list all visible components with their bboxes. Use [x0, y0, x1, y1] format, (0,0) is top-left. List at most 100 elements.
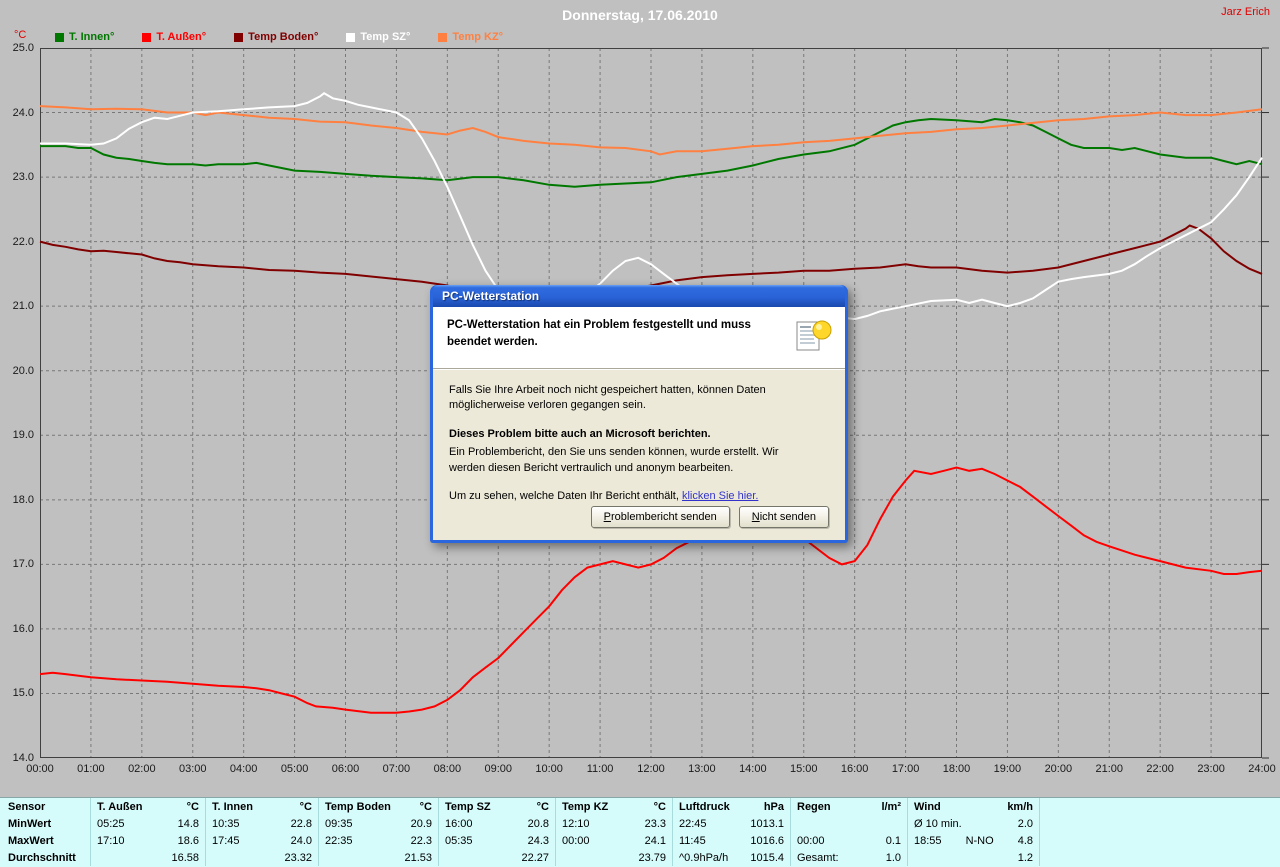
x-tick-label: 21:00: [1095, 763, 1124, 775]
footer-cell-value: 22.8: [290, 817, 312, 830]
footer-cell-value: 20.9: [410, 817, 432, 830]
footer-cell-time: Gesamt:: [797, 851, 839, 864]
dialog-header: PC-Wetterstation hat ein Problem festges…: [433, 307, 845, 368]
footer-sensor-name: Wind: [914, 800, 941, 813]
footer-cell-value: 24.3: [527, 834, 549, 847]
click-here-link[interactable]: klicken Sie hier.: [681, 489, 759, 502]
footer-sensor-name: T. Innen: [212, 800, 253, 813]
footer-sensor-unit: °C: [536, 800, 549, 813]
y-tick-label: 17.0: [12, 558, 34, 571]
footer-filler: [1039, 798, 1280, 815]
footer-cell-time: ^0.9hPa/h: [679, 851, 729, 864]
x-tick-label: 08:00: [433, 763, 462, 775]
x-tick-label: 23:00: [1197, 763, 1225, 775]
footer-cell: 09:35 20.9: [318, 815, 438, 832]
footer-cell-time: 05:35: [445, 834, 473, 847]
x-tick-label: 16:00: [840, 763, 869, 775]
y-tick-label: 22.0: [12, 235, 34, 248]
footer-cell: Gesamt: 1.0: [790, 849, 907, 866]
y-tick-label: 21.0: [12, 300, 34, 313]
x-tick-label: 19:00: [993, 763, 1022, 775]
footer-row-label: Durchschnitt: [8, 851, 76, 864]
footer-cell-value: 21.53: [404, 851, 432, 864]
footer-cell-time: 22:35: [325, 834, 353, 847]
footer-cell-value: 24.1: [644, 834, 666, 847]
footer-filler: [1039, 815, 1280, 832]
dialog-titlebar[interactable]: PC-Wetterstation: [433, 285, 845, 307]
footer-cell-time: 17:10: [97, 834, 125, 847]
x-tick-label: 02:00: [128, 763, 156, 775]
footer-sensor-unit: hPa: [763, 800, 784, 813]
footer-sensor-header: Temp Boden °C: [318, 798, 438, 815]
footer-cell-value: 14.8: [177, 817, 199, 830]
footer-cell: [790, 815, 907, 832]
x-tick-label: 09:00: [484, 763, 513, 775]
send-report-button[interactable]: Problembericht senden: [590, 506, 730, 528]
footer-sensor-name: T. Außen: [97, 800, 143, 813]
footer-sensor-unit: l/m²: [881, 800, 901, 813]
footer-cell: Ø 10 min. 2.0: [907, 815, 1039, 832]
footer-cell: 23.32: [205, 849, 318, 866]
footer-cell-time: 16:00: [445, 817, 473, 830]
dialog-text-3: Ein Problembericht, den Sie uns senden k…: [449, 446, 779, 474]
footer-sensor-unit: °C: [419, 800, 432, 813]
footer-cell-time: 22:45: [679, 817, 707, 830]
dialog-text-2: Dieses Problem bitte auch an Microsoft b…: [449, 427, 711, 440]
series-line-temp-sz: [40, 91, 1263, 321]
footer-sensor-name: Temp SZ: [445, 800, 491, 813]
footer-cell: 12:10 23.3: [555, 815, 672, 832]
footer-cell: ^0.9hPa/h 1015.4: [672, 849, 790, 866]
footer-row-label: MinWert: [8, 817, 52, 830]
legend-items: T. Innen° T. Außen° Temp Boden° Temp SZ° Tem…: [55, 31, 503, 43]
x-tick-label: 24:00: [1248, 763, 1276, 775]
dialog-separator: [433, 368, 845, 370]
user-name: Jarz Erich: [1221, 6, 1270, 18]
footer-sensor-header: T. Außen °C: [90, 798, 205, 815]
x-tick-label: 07:00: [382, 763, 411, 775]
footer-cell: 22:45 1013.1: [672, 815, 790, 832]
title-bar: Donnerstag, 17.06.2010 Jarz Erich: [0, 0, 1280, 28]
footer-cell-value: 18.6: [177, 834, 199, 847]
y-tick-label: 20.0: [12, 364, 34, 377]
footer-cell-value: 22.27: [521, 851, 549, 864]
x-tick-label: 01:00: [77, 763, 105, 775]
footer-cell: 16:00 20.8: [438, 815, 555, 832]
legend-label: T. Außen°: [156, 31, 207, 43]
dialog-body: PC-Wetterstation hat ein Problem festges…: [433, 307, 845, 540]
x-tick-label: 17:00: [891, 763, 920, 775]
footer-cell-value: 20.8: [527, 817, 549, 830]
footer-cell: 00:00 24.1: [555, 832, 672, 849]
legend-item: Temp KZ°: [438, 31, 503, 43]
dont-send-button[interactable]: Nicht senden: [738, 506, 829, 528]
footer-cell-value: 23.79: [638, 851, 666, 864]
footer-cell-value: 23.3: [644, 817, 666, 830]
footer-cell: 21.53: [318, 849, 438, 866]
y-tick-label: 24.0: [12, 106, 34, 119]
statistics-footer: Sensor T. Außen °C T. Innen °C Temp Boden °C Te…: [0, 797, 1280, 867]
footer-cell: 22.27: [438, 849, 555, 866]
footer-cell-time: 18:55: [914, 834, 942, 847]
series-line-t-au-en: [39, 466, 1263, 714]
date-title: Donnerstag, 17.06.2010: [562, 7, 718, 23]
legend-item: Temp SZ°: [346, 31, 410, 43]
dialog-text-4-prefix: Um zu sehen, welche Daten Ihr Bericht en…: [449, 489, 679, 502]
footer-cell: 05:25 14.8: [90, 815, 205, 832]
legend-swatch-icon: [234, 32, 244, 42]
footer-cell-time: 12:10: [562, 817, 590, 830]
x-tick-label: 13:00: [688, 763, 716, 775]
dialog-buttons: Problembericht senden Nicht senden: [449, 506, 829, 528]
footer-cell-time: 00:00: [562, 834, 590, 847]
footer-cell: 17:10 18.6: [90, 832, 205, 849]
legend-item: T. Innen°: [55, 31, 114, 43]
dialog-text-4: Um zu sehen, welche Daten Ihr Bericht en…: [449, 489, 829, 504]
legend-label: Temp KZ°: [452, 31, 504, 43]
y-tick-label: 15.0: [12, 687, 34, 700]
error-report-icon: [793, 317, 833, 360]
footer-sensor-name: Temp Boden: [325, 800, 391, 813]
footer-sensor-unit: °C: [299, 800, 312, 813]
footer-cell: 1.2: [907, 849, 1039, 866]
x-tick-label: 20:00: [1044, 763, 1073, 775]
footer-cell-direction: N-NO: [965, 834, 994, 847]
footer-cell-value: 1016.6: [750, 834, 784, 847]
x-tick-label: 22:00: [1146, 763, 1174, 775]
